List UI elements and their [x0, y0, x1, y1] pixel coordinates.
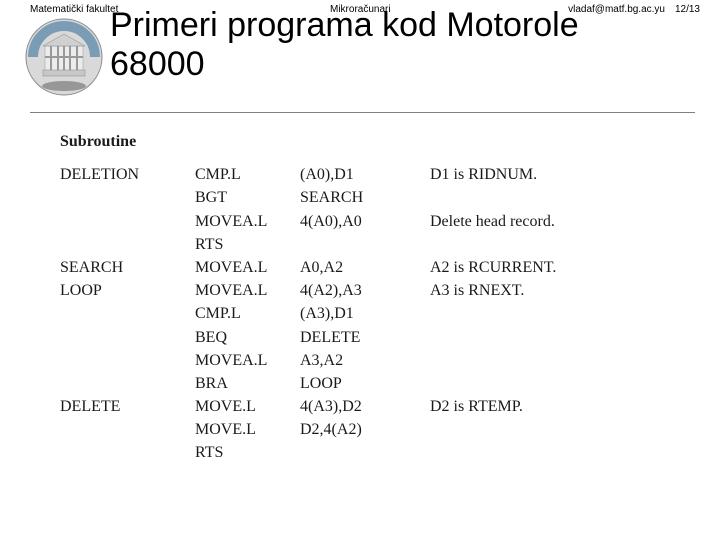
code-row: CMP.L(A3),D1: [60, 302, 556, 325]
col-operand: DELETE: [300, 326, 430, 349]
col-label: [60, 441, 195, 464]
col-operand: (A3),D1: [300, 302, 430, 325]
col-label: DELETE: [60, 395, 195, 418]
slide-title: Primeri programa kod Motorole 68000: [110, 6, 579, 84]
code-row: MOVEA.L4(A0),A0Delete head record.: [60, 210, 556, 233]
col-mnemonic: BEQ: [195, 326, 300, 349]
col-mnemonic: MOVEA.L: [195, 256, 300, 279]
col-label: [60, 302, 195, 325]
code-row: DELETIONCMP.L(A0),D1D1 is RIDNUM.: [60, 163, 556, 186]
title-line-1: Primeri programa kod Motorole: [110, 6, 579, 45]
col-label: LOOP: [60, 279, 195, 302]
code-row: MOVE.LD2,4(A2): [60, 418, 556, 441]
code-row: RTS: [60, 233, 556, 256]
title-line-2: 68000: [110, 45, 579, 84]
title-divider: [30, 112, 695, 113]
col-comment: A3 is RNEXT.: [430, 279, 524, 302]
code-row: SEARCHMOVEA.LA0,A2A2 is RCURRENT.: [60, 256, 556, 279]
col-label: [60, 418, 195, 441]
col-mnemonic: MOVEA.L: [195, 210, 300, 233]
col-mnemonic: BRA: [195, 372, 300, 395]
header-page: 12/13: [675, 4, 700, 15]
col-comment: D2 is RTEMP.: [430, 395, 523, 418]
col-operand: 4(A2),A3: [300, 279, 430, 302]
col-operand: 4(A3),D2: [300, 395, 430, 418]
col-mnemonic: MOVE.L: [195, 395, 300, 418]
col-operand: [300, 233, 430, 256]
university-logo: [25, 18, 103, 96]
col-label: [60, 372, 195, 395]
col-comment: A2 is RCURRENT.: [430, 256, 556, 279]
col-operand: (A0),D1: [300, 163, 430, 186]
col-label: SEARCH: [60, 256, 195, 279]
col-comment: Delete head record.: [430, 210, 555, 233]
col-operand: 4(A0),A0: [300, 210, 430, 233]
col-operand: A0,A2: [300, 256, 430, 279]
col-operand: SEARCH: [300, 186, 430, 209]
code-row: MOVEA.LA3,A2: [60, 349, 556, 372]
subroutine-heading: Subroutine: [60, 130, 556, 153]
col-mnemonic: MOVE.L: [195, 418, 300, 441]
col-label: [60, 233, 195, 256]
col-mnemonic: MOVEA.L: [195, 349, 300, 372]
col-label: [60, 349, 195, 372]
col-operand: D2,4(A2): [300, 418, 430, 441]
code-row: LOOPMOVEA.L4(A2),A3A3 is RNEXT.: [60, 279, 556, 302]
col-mnemonic: CMP.L: [195, 163, 300, 186]
code-listing: Subroutine DELETIONCMP.L(A0),D1D1 is RID…: [60, 130, 556, 465]
code-row: DELETEMOVE.L4(A3),D2D2 is RTEMP.: [60, 395, 556, 418]
col-mnemonic: RTS: [195, 233, 300, 256]
col-operand: [300, 441, 430, 464]
col-label: [60, 186, 195, 209]
col-mnemonic: BGT: [195, 186, 300, 209]
col-operand: A3,A2: [300, 349, 430, 372]
col-mnemonic: CMP.L: [195, 302, 300, 325]
col-label: [60, 210, 195, 233]
code-row: BEQDELETE: [60, 326, 556, 349]
header-email: vladaf@matf.bg.ac.yu: [568, 4, 665, 15]
col-mnemonic: RTS: [195, 441, 300, 464]
col-mnemonic: MOVEA.L: [195, 279, 300, 302]
col-operand: LOOP: [300, 372, 430, 395]
header-faculty: Matematički fakultet: [30, 4, 118, 15]
col-label: [60, 326, 195, 349]
col-comment: D1 is RIDNUM.: [430, 163, 537, 186]
code-row: BRALOOP: [60, 372, 556, 395]
code-row: RTS: [60, 441, 556, 464]
col-label: DELETION: [60, 163, 195, 186]
code-row: BGTSEARCH: [60, 186, 556, 209]
